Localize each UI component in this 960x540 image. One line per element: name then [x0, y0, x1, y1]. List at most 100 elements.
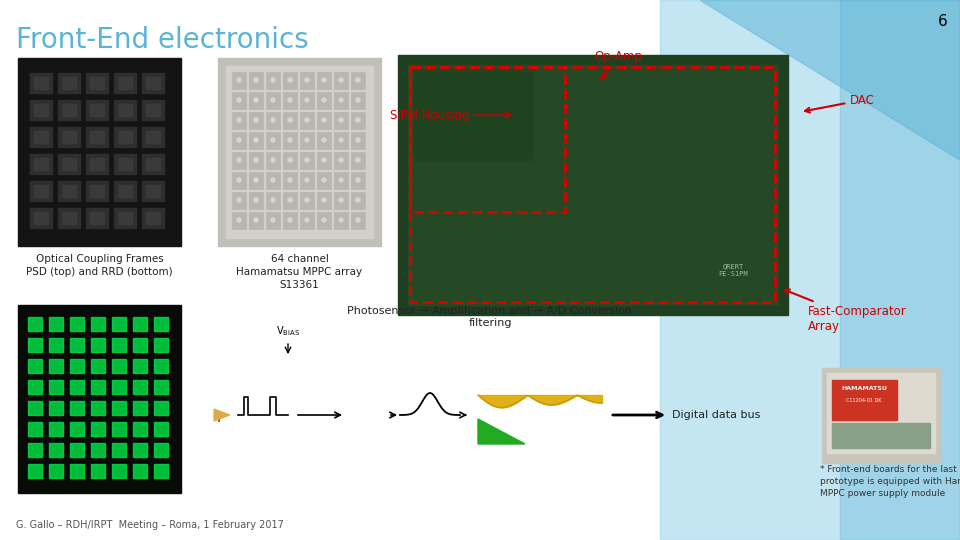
Circle shape [322, 218, 326, 222]
Bar [334, 172, 348, 189]
Circle shape [288, 138, 292, 142]
Circle shape [288, 158, 292, 162]
Bar [28, 443, 42, 457]
Bar [86, 100, 108, 120]
Circle shape [322, 138, 326, 142]
Bar [112, 338, 126, 352]
Bar [283, 112, 297, 129]
Circle shape [322, 198, 326, 202]
Circle shape [288, 118, 292, 122]
Bar [49, 464, 63, 478]
Bar [90, 212, 104, 224]
Bar [91, 338, 105, 352]
Polygon shape [700, 0, 960, 160]
Bar [28, 317, 42, 331]
Bar [300, 112, 314, 129]
Circle shape [254, 78, 258, 82]
Bar [30, 73, 52, 93]
Text: Op-Amp: Op-Amp [594, 50, 642, 79]
Bar [470, 377, 610, 452]
Circle shape [288, 218, 292, 222]
Circle shape [254, 218, 258, 222]
Polygon shape [214, 409, 230, 421]
Text: HAMAMATSU: HAMAMATSU [841, 386, 887, 390]
Bar [249, 92, 263, 109]
Bar [133, 380, 147, 394]
Bar [142, 100, 164, 120]
Bar [28, 422, 42, 436]
Text: $\mathsf{V_{BIAS}}$: $\mathsf{V_{BIAS}}$ [276, 324, 300, 338]
Bar [133, 443, 147, 457]
Bar [34, 131, 48, 143]
Bar [118, 131, 132, 143]
Bar [154, 338, 168, 352]
Bar [91, 422, 105, 436]
Bar [142, 208, 164, 228]
Bar [351, 132, 365, 149]
Circle shape [305, 118, 309, 122]
Bar [58, 73, 80, 93]
Bar [112, 317, 126, 331]
Bar [28, 380, 42, 394]
Bar [62, 131, 76, 143]
Bar [49, 338, 63, 352]
Bar [70, 338, 84, 352]
Bar [146, 131, 160, 143]
Text: Front-End electronics: Front-End electronics [16, 26, 309, 54]
Bar [300, 72, 314, 89]
Bar [114, 208, 136, 228]
Bar [91, 359, 105, 373]
Circle shape [237, 98, 241, 102]
Polygon shape [660, 0, 960, 540]
Bar [410, 67, 775, 302]
Bar [154, 401, 168, 415]
Circle shape [237, 118, 241, 122]
Circle shape [288, 178, 292, 182]
Bar [114, 100, 136, 120]
Bar [90, 158, 104, 170]
Circle shape [305, 218, 309, 222]
Bar [283, 132, 297, 149]
Bar [118, 158, 132, 170]
Bar [34, 185, 48, 197]
Bar [62, 104, 76, 116]
Circle shape [271, 198, 275, 202]
Bar [114, 73, 136, 93]
Circle shape [322, 98, 326, 102]
Circle shape [288, 98, 292, 102]
Bar [133, 401, 147, 415]
Text: γ: γ [215, 409, 223, 422]
Bar [18, 305, 181, 493]
Bar [413, 70, 533, 160]
Bar [300, 132, 314, 149]
Bar [232, 192, 246, 209]
Bar [86, 154, 108, 174]
Bar [334, 152, 348, 169]
Bar [133, 359, 147, 373]
Bar [266, 192, 280, 209]
Bar [317, 152, 331, 169]
Bar [91, 401, 105, 415]
Bar [249, 212, 263, 229]
Text: QRERT
FE-S1PM: QRERT FE-S1PM [718, 264, 748, 276]
Bar [351, 72, 365, 89]
Bar [133, 422, 147, 436]
Bar [28, 464, 42, 478]
Bar [86, 181, 108, 201]
Bar [30, 154, 52, 174]
Bar [58, 181, 80, 201]
Bar [118, 212, 132, 224]
Circle shape [356, 138, 360, 142]
Bar [249, 192, 263, 209]
Bar [249, 172, 263, 189]
Text: C11204-01 DK: C11204-01 DK [847, 397, 881, 402]
Text: * Front-end boards for the last
prototype is equipped with Hamamats
MPPC power s: * Front-end boards for the last prototyp… [820, 465, 960, 497]
Bar [266, 212, 280, 229]
Bar [154, 380, 168, 394]
Bar [266, 72, 280, 89]
Bar [232, 132, 246, 149]
Bar [266, 112, 280, 129]
Bar [49, 359, 63, 373]
Bar [146, 77, 160, 89]
Circle shape [271, 78, 275, 82]
